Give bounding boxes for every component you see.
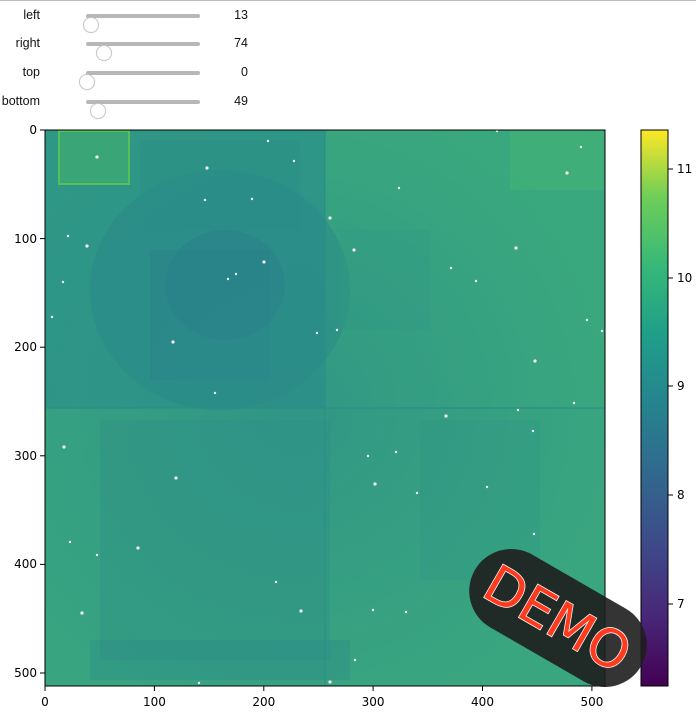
slider-bottom-row: bottom 49	[0, 91, 260, 119]
hot-pixel	[474, 279, 478, 283]
x-tick-label-0: 0	[41, 695, 49, 709]
hot-pixel	[404, 610, 408, 614]
hot-pixel	[600, 329, 604, 333]
hot-pixel	[68, 540, 72, 544]
hot-pixel	[171, 340, 175, 344]
x-tick-label-100: 100	[143, 695, 166, 709]
hot-pixel	[62, 445, 66, 449]
colorbar-axis: 7 8 9 10 11	[668, 162, 692, 611]
hot-pixel	[95, 553, 99, 557]
plot-frame	[44, 129, 606, 687]
hot-pixel	[585, 318, 589, 322]
x-tick-label-500: 500	[580, 695, 603, 709]
hot-pixel	[66, 234, 70, 238]
slider-right-value: 74	[234, 36, 248, 50]
x-tick-label-200: 200	[252, 695, 275, 709]
hot-pixel	[516, 408, 520, 412]
hot-pixel	[444, 414, 448, 418]
hot-pixel	[371, 608, 375, 612]
slider-top-label: top	[22, 65, 40, 79]
hot-pixel	[397, 186, 401, 190]
colorbar-tick-label-9: 9	[677, 379, 685, 393]
slider-left-row: left 13	[0, 5, 260, 33]
hot-pixel	[205, 166, 209, 170]
hot-pixel	[394, 450, 398, 454]
hot-pixel	[250, 197, 254, 201]
hot-pixel	[366, 454, 370, 458]
hot-pixel	[352, 248, 356, 252]
hot-pixel	[50, 315, 54, 319]
hot-pixel	[531, 429, 535, 433]
hot-pixel	[533, 359, 537, 363]
x-tick-label-400: 400	[471, 695, 494, 709]
hot-pixel	[415, 491, 419, 495]
slider-top-thumb[interactable]	[79, 74, 95, 90]
slider-top-track[interactable]	[79, 71, 200, 90]
hot-pixel	[565, 171, 569, 175]
slider-top-row: top 0	[0, 62, 260, 90]
hot-pixel	[213, 391, 217, 395]
hot-pixel	[197, 681, 201, 685]
colorbar-tick-label-8: 8	[677, 488, 685, 502]
y-tick-label-400: 400	[14, 557, 37, 571]
hot-pixel	[136, 546, 140, 550]
slider-left-label: left	[23, 8, 40, 22]
hot-pixel	[485, 485, 489, 489]
slider-left-thumb[interactable]	[83, 17, 99, 33]
slider-bottom-value: 49	[234, 94, 248, 108]
colorbar	[640, 129, 669, 687]
y-tick-label-200: 200	[14, 340, 37, 354]
slider-right-row: right 74	[0, 33, 260, 61]
hot-pixel	[532, 532, 536, 536]
roi-rectangle[interactable]	[58, 130, 130, 185]
colorbar-tick-label-10: 10	[677, 271, 692, 285]
y-tick-label-500: 500	[14, 666, 37, 680]
y-tick-label-0: 0	[29, 123, 37, 137]
hot-pixel	[95, 155, 99, 159]
slider-left-track[interactable]	[83, 14, 200, 33]
slider-left-value: 13	[234, 8, 248, 22]
hot-pixel	[85, 244, 89, 248]
slider-bottom-track[interactable]	[86, 100, 200, 119]
slider-right-thumb[interactable]	[96, 45, 112, 61]
hot-pixel	[226, 277, 230, 281]
hot-pixel	[266, 139, 270, 143]
hot-pixel	[174, 476, 178, 480]
colorbar-tick-label-11: 11	[677, 162, 692, 176]
colorbar-tick-label-7: 7	[677, 597, 685, 611]
hot-pixel	[315, 331, 319, 335]
hot-pixel	[353, 658, 357, 662]
hot-pixel	[579, 145, 583, 149]
hot-pixel	[514, 246, 518, 250]
slider-right-track[interactable]	[86, 42, 200, 61]
hot-pixel	[328, 680, 332, 684]
x-tick-label-300: 300	[362, 695, 385, 709]
slider-bottom-thumb[interactable]	[90, 103, 106, 119]
hot-pixel	[335, 328, 339, 332]
top-divider	[0, 0, 696, 1]
hot-pixel	[572, 401, 576, 405]
hot-pixel-specks	[50, 129, 604, 685]
hot-pixel	[61, 280, 65, 284]
slider-right-label: right	[15, 36, 40, 50]
y-axis: 0 100 200 300 400 500	[14, 123, 45, 680]
hot-pixel	[292, 159, 296, 163]
hot-pixel	[299, 609, 303, 613]
hot-pixel	[328, 216, 332, 220]
hot-pixel	[234, 272, 238, 276]
y-tick-label-300: 300	[14, 449, 37, 463]
y-tick-label-100: 100	[14, 232, 37, 246]
slider-top-value: 0	[241, 65, 248, 79]
hot-pixel	[262, 260, 266, 264]
hot-pixel	[449, 266, 453, 270]
hot-pixel	[203, 198, 207, 202]
hot-pixel	[274, 580, 278, 584]
hot-pixel	[80, 611, 84, 615]
slider-bottom-label: bottom	[1, 94, 40, 108]
x-axis: 0 100 200 300 400 500	[41, 686, 603, 709]
hot-pixel	[373, 482, 377, 486]
